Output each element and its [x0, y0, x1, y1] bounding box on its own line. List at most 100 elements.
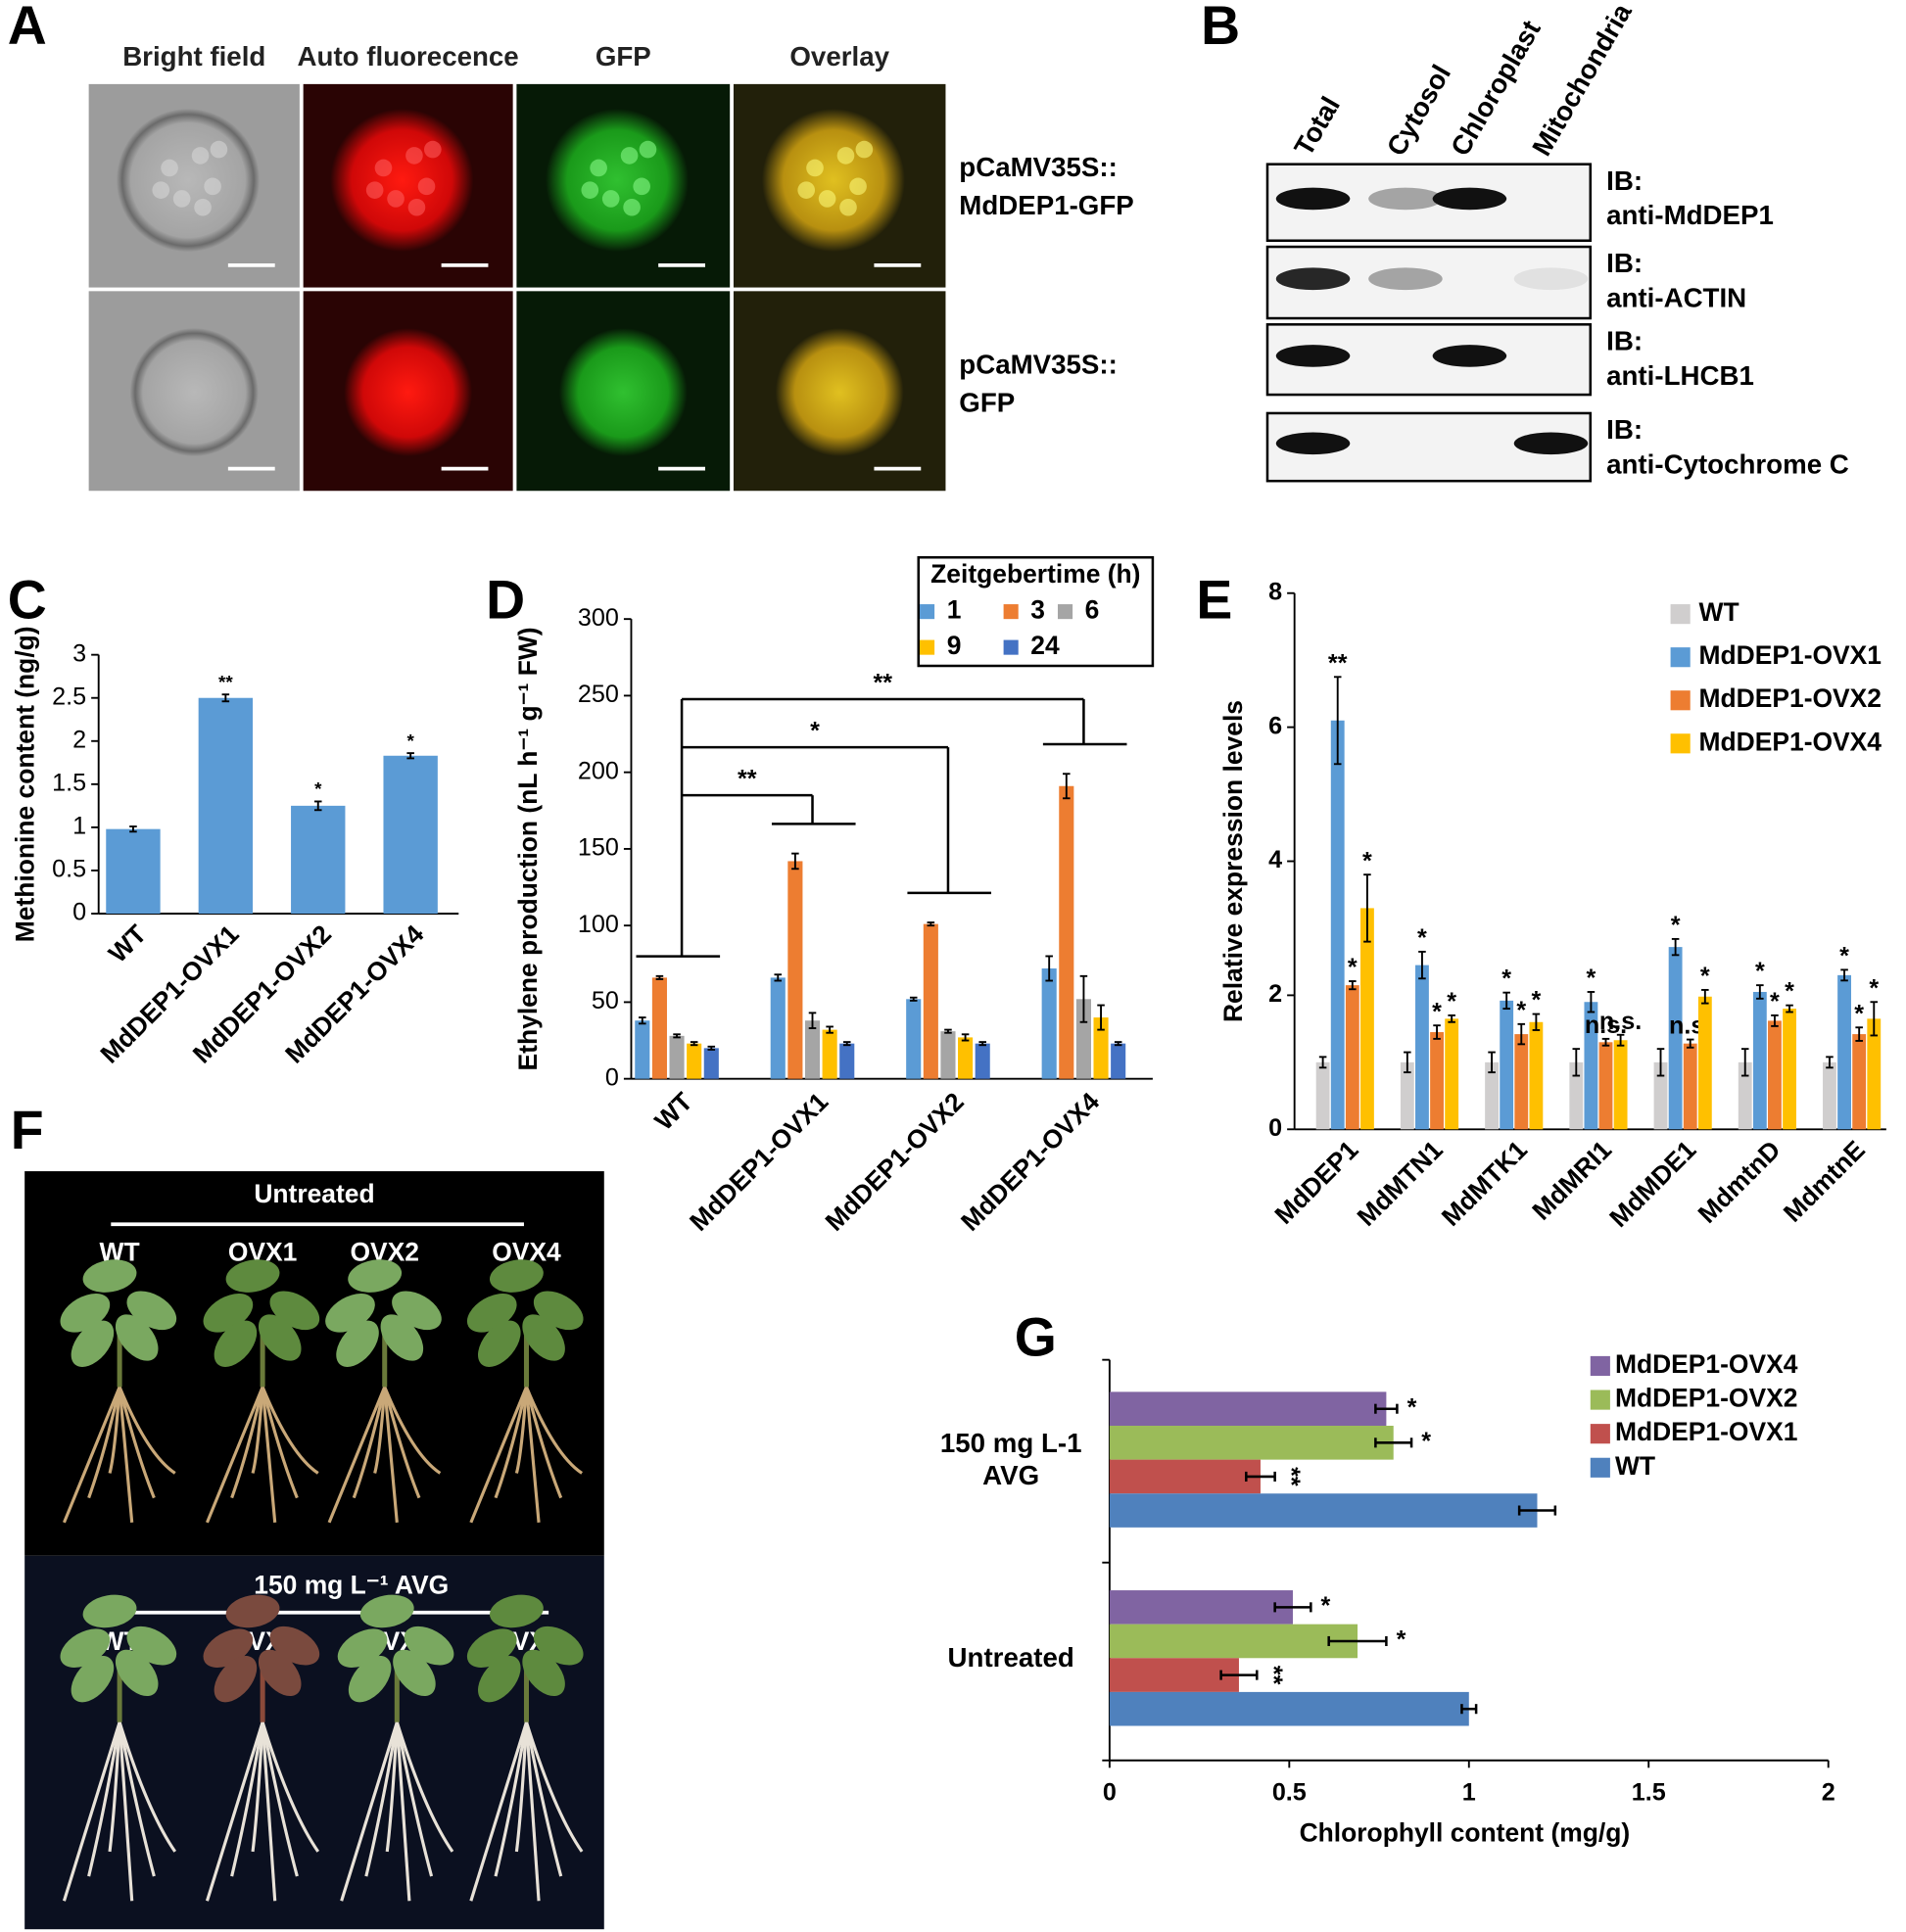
- leaf: [214, 1655, 258, 1703]
- column-title: Overlay: [789, 41, 889, 71]
- blot-label: anti-ACTIN: [1606, 282, 1746, 312]
- construct-label: MdDEP1-GFP: [959, 190, 1133, 220]
- organelle: [839, 198, 857, 216]
- bar: [635, 1020, 650, 1079]
- bar: [1514, 1034, 1529, 1130]
- root: [524, 1721, 541, 1902]
- leaf: [225, 1259, 280, 1293]
- bar: [940, 1031, 956, 1079]
- bar: [1485, 1061, 1499, 1130]
- band: [1275, 267, 1351, 291]
- root: [327, 1386, 387, 1524]
- organelle: [204, 177, 221, 196]
- y-tick-label: 2.5: [52, 683, 86, 710]
- legend-label: 3: [1030, 595, 1045, 625]
- significance-label: *: [1321, 1592, 1331, 1620]
- significance-label: n.s.: [1599, 1008, 1642, 1035]
- x-tick-label: 1.5: [1632, 1778, 1666, 1806]
- leaf: [258, 1649, 302, 1697]
- construct-label: pCaMV35S::: [959, 152, 1118, 182]
- y-tick-label: 100: [578, 911, 619, 938]
- band: [1368, 187, 1443, 211]
- legend-label: MdDEP1-OVX2: [1615, 1384, 1797, 1413]
- significance-label: *: [1869, 974, 1879, 1002]
- root: [230, 1721, 264, 1877]
- bar: [198, 697, 254, 915]
- cell: [775, 328, 904, 457]
- band: [1275, 187, 1351, 211]
- significance-label: *: [1839, 942, 1849, 969]
- organelle: [172, 190, 191, 208]
- organelle: [806, 159, 824, 177]
- leaf: [71, 1655, 115, 1703]
- bar: [1500, 1000, 1514, 1130]
- root: [364, 1721, 399, 1877]
- organelle: [374, 159, 393, 177]
- significance-label: *: [1407, 1393, 1417, 1421]
- y-tick-label: 4: [1268, 846, 1282, 873]
- category-label: 150 mg L-1 AVG: [940, 1428, 1082, 1490]
- root: [469, 1386, 528, 1524]
- y-tick-label: 2: [1268, 980, 1282, 1008]
- leaf: [489, 1259, 544, 1293]
- bar: [1823, 1061, 1836, 1130]
- legend-label: WT: [1699, 597, 1739, 627]
- bar: [669, 1035, 685, 1079]
- root: [494, 1721, 529, 1877]
- cell: [116, 109, 260, 253]
- significance-label: *: [1447, 988, 1456, 1015]
- y-tick-label: 200: [578, 757, 619, 784]
- x-tick-label: 2: [1822, 1778, 1835, 1806]
- bar: [1653, 1061, 1668, 1130]
- y-tick-label: 1.5: [52, 769, 86, 796]
- legend-label: MdDEP1-OVX4: [1699, 727, 1882, 756]
- root: [261, 1387, 277, 1523]
- bar: [1075, 999, 1091, 1079]
- bar: [1415, 965, 1429, 1130]
- organelle: [194, 198, 212, 216]
- significance-label: *: [1770, 988, 1780, 1015]
- root: [205, 1721, 264, 1902]
- root: [352, 1387, 387, 1499]
- bar: [1430, 1032, 1444, 1130]
- blot-label: IB:: [1606, 326, 1643, 356]
- root: [340, 1721, 399, 1902]
- y-tick-label: 3: [72, 639, 86, 667]
- root: [373, 1387, 387, 1474]
- root: [206, 1386, 264, 1524]
- legend-swatch: [920, 604, 935, 620]
- root: [87, 1721, 121, 1877]
- root: [383, 1386, 421, 1499]
- category-label: Untreated: [948, 1642, 1074, 1673]
- bar: [1109, 1658, 1239, 1692]
- bar: [1852, 1034, 1867, 1130]
- root: [395, 1721, 454, 1853]
- legend-label: WT: [1615, 1451, 1655, 1481]
- root: [524, 1387, 541, 1523]
- root: [385, 1721, 399, 1853]
- legend-label: MdDEP1-OVX4: [1615, 1349, 1798, 1379]
- blot-label: anti-Cytochrome C: [1606, 448, 1849, 479]
- significance-label: *: [314, 779, 322, 800]
- root: [261, 1721, 277, 1902]
- leaf: [225, 1594, 280, 1628]
- blot-label: IB:: [1606, 248, 1643, 278]
- bar: [1613, 1040, 1628, 1130]
- legend-swatch: [1670, 733, 1691, 754]
- significance-label: **: [1277, 1467, 1305, 1486]
- column-title: GFP: [596, 41, 651, 71]
- root: [383, 1387, 399, 1523]
- cell: [545, 109, 690, 253]
- legend-swatch: [1057, 604, 1073, 620]
- bracket-label: **: [738, 766, 757, 793]
- panel-label: F: [11, 1100, 44, 1160]
- bar: [291, 805, 346, 915]
- y-tick-label: 0: [605, 1063, 619, 1091]
- bar: [1315, 1061, 1330, 1130]
- significance-label: *: [1854, 1000, 1864, 1027]
- x-tick-label: 1: [1462, 1778, 1476, 1806]
- bar: [703, 1048, 719, 1079]
- root: [514, 1387, 529, 1474]
- leaf: [214, 1320, 258, 1367]
- root: [62, 1721, 121, 1902]
